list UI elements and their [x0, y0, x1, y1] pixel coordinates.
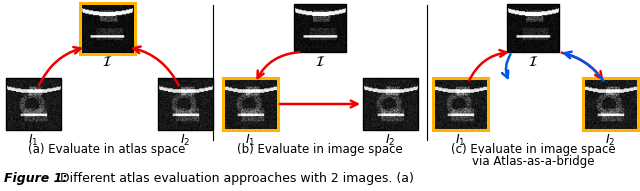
Text: Different atlas evaluation approaches with 2 images. (a): Different atlas evaluation approaches wi…	[56, 172, 414, 185]
Text: $I_2$: $I_2$	[605, 133, 615, 148]
Text: $\mathcal{I}$: $\mathcal{I}$	[528, 55, 538, 69]
Text: $I_2$: $I_2$	[180, 133, 190, 148]
Text: $I_1$: $I_1$	[28, 133, 38, 148]
Bar	[6, 78, 61, 130]
Bar	[507, 4, 559, 52]
Text: via Atlas-as-a-bridge: via Atlas-as-a-bridge	[472, 155, 595, 168]
Text: $I_2$: $I_2$	[385, 133, 395, 148]
Text: $I_1$: $I_1$	[455, 133, 465, 148]
Bar	[158, 78, 213, 130]
Text: (c) Evaluate in image space: (c) Evaluate in image space	[451, 143, 615, 156]
Text: (b) Evaluate in image space: (b) Evaluate in image space	[237, 143, 403, 156]
Text: Figure 1:: Figure 1:	[4, 172, 67, 185]
Text: $I_1$: $I_1$	[244, 133, 255, 148]
Bar	[583, 78, 638, 130]
Bar	[81, 4, 133, 52]
Bar	[79, 2, 134, 53]
Text: $\mathcal{I}$: $\mathcal{I}$	[315, 55, 325, 69]
Bar	[433, 78, 488, 130]
Bar	[223, 78, 278, 130]
Bar	[294, 4, 346, 52]
Bar	[363, 78, 418, 130]
Text: $\mathcal{I}$: $\mathcal{I}$	[102, 55, 112, 69]
Text: (a) Evaluate in atlas space: (a) Evaluate in atlas space	[28, 143, 186, 156]
